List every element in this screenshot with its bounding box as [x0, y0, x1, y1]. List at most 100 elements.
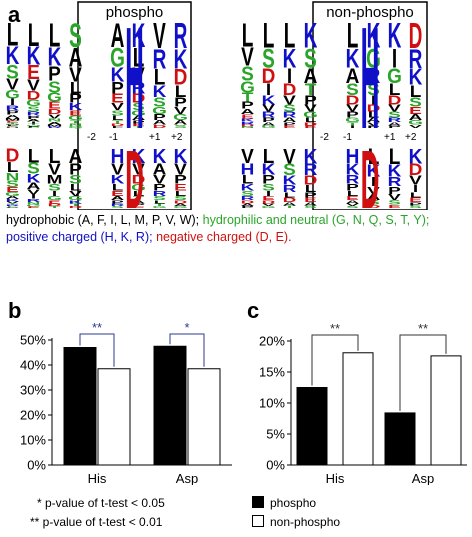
- logo-letter: S: [388, 111, 401, 120]
- logo-letter: K: [69, 101, 83, 112]
- logo-letter: P: [153, 182, 166, 193]
- logo-letter: E: [174, 182, 187, 193]
- logo-letter: S: [304, 205, 317, 209]
- logo-center-residue: D: [361, 134, 380, 210]
- logo-letter: R: [174, 17, 188, 57]
- logo-letter: Y: [6, 127, 19, 128]
- logo-letter: G: [68, 114, 83, 121]
- logo-letter: K: [27, 42, 41, 70]
- y-tick-label: 50%: [20, 333, 46, 348]
- logo-letter: G: [26, 204, 41, 207]
- logo-letter: R: [388, 116, 402, 123]
- logo-letter: L: [284, 191, 296, 200]
- logo-letter: D: [409, 17, 423, 57]
- bar-nonphospho: [187, 368, 221, 466]
- logo-letter: S: [367, 80, 380, 99]
- logo-letter: Q: [26, 125, 41, 127]
- logo-letter: D: [388, 93, 402, 107]
- logo-letter: V: [262, 103, 276, 114]
- logo-letter: A: [48, 121, 62, 125]
- logo-letter: G: [240, 78, 255, 96]
- logo-letter: A: [283, 201, 297, 206]
- position-label: +1: [384, 132, 396, 143]
- logo-letter: T: [154, 203, 167, 207]
- logo-letter: N: [69, 123, 83, 127]
- logo-letter: L: [112, 182, 124, 193]
- logo-letter: H: [111, 145, 125, 168]
- logo-letter: K: [409, 145, 423, 168]
- logo-letter: E: [69, 109, 82, 117]
- logo-letter: D: [409, 160, 423, 178]
- logo-letter: A: [132, 114, 146, 121]
- logo-letter: H: [6, 128, 20, 129]
- logo-letter: P: [111, 199, 124, 204]
- logo-letter: K: [283, 43, 297, 73]
- logo-letter: I: [287, 65, 292, 88]
- logo-letter: I: [31, 193, 36, 200]
- logo-letter: N: [27, 127, 41, 128]
- significance-stars: **: [418, 321, 428, 336]
- logo-letter: T: [242, 91, 254, 105]
- significance-stars: *: [184, 320, 189, 335]
- logo-letter: P: [409, 201, 422, 206]
- logo-letter: T: [7, 122, 20, 124]
- logo-letter: R: [388, 175, 402, 190]
- logo-letter: L: [49, 16, 61, 54]
- logo-letter: A: [241, 108, 255, 116]
- logo-letter: P: [69, 92, 82, 106]
- logo-letter: L: [410, 191, 422, 200]
- logo-letter: I: [10, 97, 15, 108]
- logo-letter: G: [173, 113, 188, 122]
- logo-letter: S: [262, 43, 275, 73]
- logo-letter: A: [262, 121, 276, 127]
- panel-label-b: b: [8, 298, 22, 323]
- logo-letter: P: [262, 173, 275, 186]
- logo-letter: K: [111, 173, 125, 186]
- logo-letter: N: [241, 126, 255, 128]
- position-label: -1: [109, 132, 118, 143]
- y-tick-label: 30%: [20, 383, 46, 398]
- logo-letter: P: [6, 207, 19, 208]
- key-phospho-label: phospho: [270, 496, 317, 510]
- logo-letter: T: [70, 119, 82, 124]
- logo-letter: Q: [68, 125, 83, 128]
- logo-letter: A: [6, 114, 20, 119]
- logo-letter: V: [367, 121, 381, 127]
- logo-letter: P: [388, 125, 401, 129]
- logo-letter: K: [262, 93, 276, 107]
- logo-letter: P: [241, 100, 254, 111]
- logo-letter: K: [241, 117, 255, 122]
- residue-color-legend: hydrophobic (A, F, I, L, M, P, V, W); hy…: [6, 212, 468, 246]
- logo-letter: A: [153, 160, 167, 178]
- logo-letter: P: [69, 160, 82, 178]
- logo-center-residue: H: [361, 0, 380, 160]
- logo-letter: K: [27, 173, 41, 186]
- logo-letter: G: [261, 125, 276, 129]
- logo-letter: T: [112, 119, 124, 124]
- logo-letter: D: [27, 89, 41, 102]
- logo-letter: K: [367, 161, 381, 180]
- logo-letter: A: [69, 42, 83, 72]
- logo-letter: E: [111, 190, 124, 198]
- logo-letter: D: [69, 206, 83, 209]
- logo-letter: K: [111, 64, 125, 87]
- logo-letter: K: [388, 16, 402, 54]
- logo-letter: S: [304, 43, 317, 73]
- logo-letter: D: [283, 196, 297, 203]
- logo-letter: D: [346, 93, 360, 107]
- logo-letter: G: [110, 42, 125, 72]
- logo-letter: P: [367, 125, 380, 129]
- logo-letter: V: [367, 185, 381, 197]
- logo-letter: R: [27, 110, 41, 117]
- logo-letter: L: [389, 145, 401, 170]
- logo-letter: R: [111, 203, 125, 207]
- logo-letter: G: [261, 206, 276, 209]
- logo-letter: P: [174, 95, 187, 110]
- logo-letter: A: [241, 203, 255, 207]
- logo-letter: R: [27, 198, 41, 203]
- logo-letter: R: [346, 173, 360, 186]
- logo-letter: K: [367, 16, 381, 54]
- logo-letter: S: [346, 80, 359, 99]
- logo-letter: A: [6, 195, 20, 200]
- logo-letter: V: [241, 145, 254, 168]
